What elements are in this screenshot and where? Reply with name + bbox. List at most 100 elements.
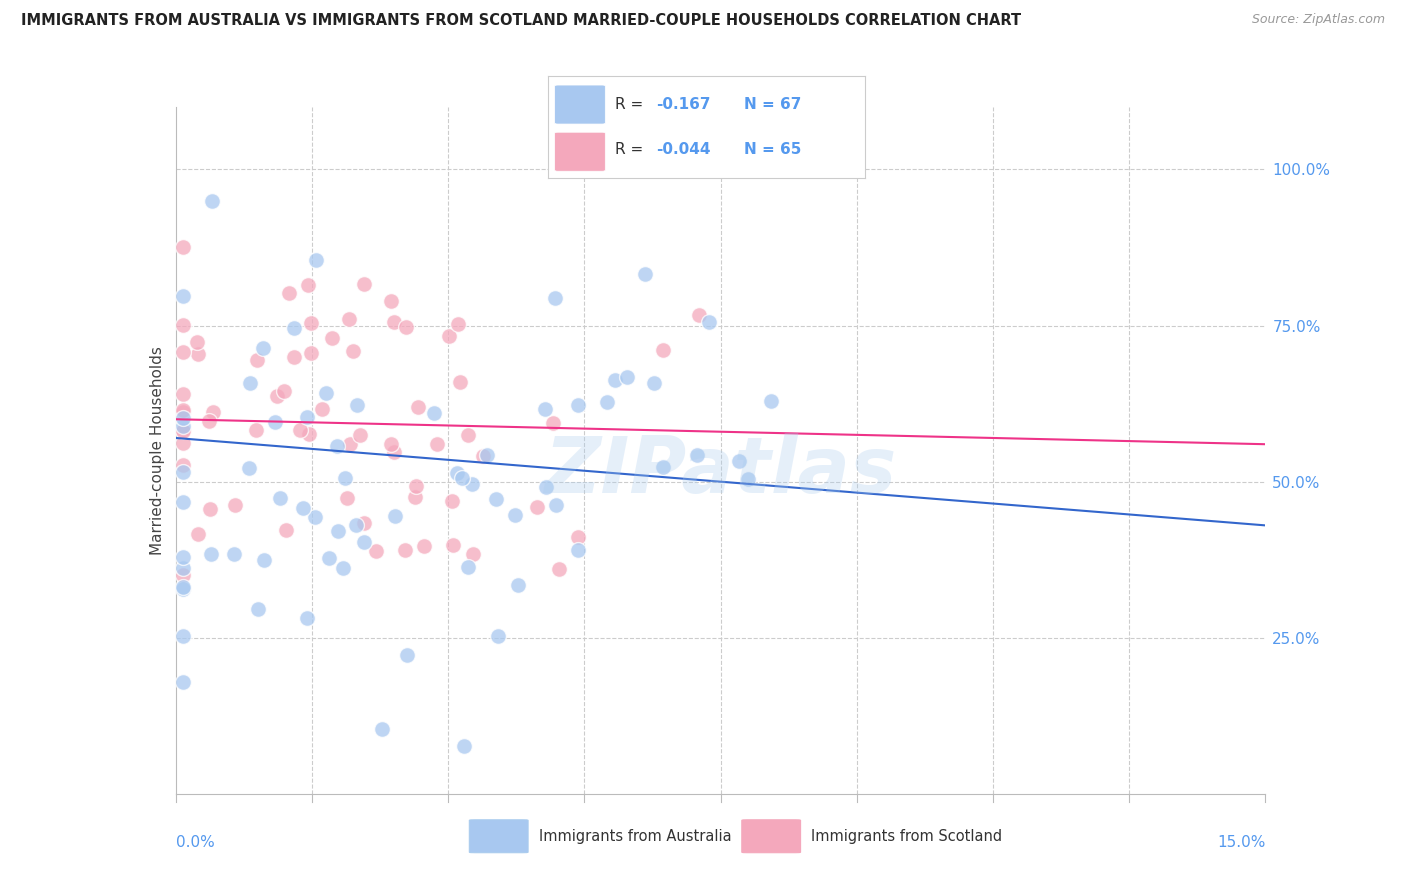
Point [292,501,315,516]
Point [441,538,464,552]
Point [395,319,418,334]
Point [461,476,484,491]
Point [426,437,449,451]
Point [634,267,657,281]
Point [534,480,557,494]
Text: R =: R = [614,142,648,157]
FancyBboxPatch shape [742,820,800,853]
Point [239,376,262,390]
Text: Source: ZipAtlas.com: Source: ZipAtlas.com [1251,13,1385,27]
Point [652,459,675,474]
Point [273,384,295,398]
Point [299,345,322,359]
Point [238,461,260,475]
Text: Immigrants from Scotland: Immigrants from Scotland [811,829,1002,844]
Point [380,294,402,309]
Point [318,551,340,566]
Point [172,582,194,597]
Point [371,722,394,736]
Point [447,317,470,331]
Point [437,329,460,343]
Point [423,406,446,420]
Point [288,423,311,437]
Point [382,445,405,459]
Point [200,547,222,561]
Point [264,415,287,429]
Point [172,318,194,332]
Point [283,321,305,335]
Point [652,343,675,357]
Point [546,498,568,512]
Point [603,373,626,387]
Point [172,580,194,594]
Point [406,401,429,415]
Point [395,648,418,662]
Point [172,423,194,437]
Point [548,562,571,576]
Point [172,465,194,479]
Point [315,385,337,400]
Point [544,291,567,305]
Point [311,402,333,417]
Point [276,524,298,538]
Text: N = 67: N = 67 [745,97,801,112]
Point [224,498,246,512]
Point [346,398,368,412]
Point [245,423,267,437]
Point [339,312,361,326]
Point [353,516,375,531]
Point [526,500,548,514]
Point [202,405,225,419]
Point [253,553,276,567]
Point [446,466,468,480]
Point [727,454,749,468]
Text: IMMIGRANTS FROM AUSTRALIA VS IMMIGRANTS FROM SCOTLAND MARRIED-COUPLE HOUSEHOLDS : IMMIGRANTS FROM AUSTRALIA VS IMMIGRANTS … [21,13,1021,29]
Point [295,410,318,425]
Point [533,401,555,416]
Point [304,510,326,524]
Point [297,277,319,292]
Point [187,347,209,361]
Text: -0.167: -0.167 [655,97,710,112]
Point [567,530,589,544]
Text: 15.0%: 15.0% [1218,835,1265,850]
Point [172,387,194,401]
Point [283,350,305,364]
Text: ZIPatlas: ZIPatlas [544,433,897,509]
Text: N = 65: N = 65 [745,142,801,157]
Point [172,405,194,419]
Point [342,343,364,358]
FancyBboxPatch shape [470,820,529,853]
Point [616,369,638,384]
Point [737,471,759,485]
Point [567,398,589,412]
Point [486,630,509,644]
Point [506,578,529,592]
Point [394,542,416,557]
Point [441,494,464,508]
Point [172,458,194,473]
Point [344,518,367,533]
Point [172,550,194,565]
Point [405,479,427,493]
Point [172,630,194,644]
Point [172,240,194,254]
Point [413,539,436,553]
Point [475,448,498,462]
Point [321,331,343,345]
Point [277,285,299,300]
Point [186,335,208,350]
Y-axis label: Married-couple Households: Married-couple Households [149,346,165,555]
Point [297,611,319,625]
Point [247,602,270,616]
Point [503,508,526,523]
Text: 0.0%: 0.0% [176,835,215,850]
Point [172,344,194,359]
Point [246,353,269,368]
Point [266,389,288,403]
Point [172,436,194,450]
Point [333,471,356,485]
Point [453,739,475,753]
Point [201,194,224,208]
Point [404,490,426,504]
